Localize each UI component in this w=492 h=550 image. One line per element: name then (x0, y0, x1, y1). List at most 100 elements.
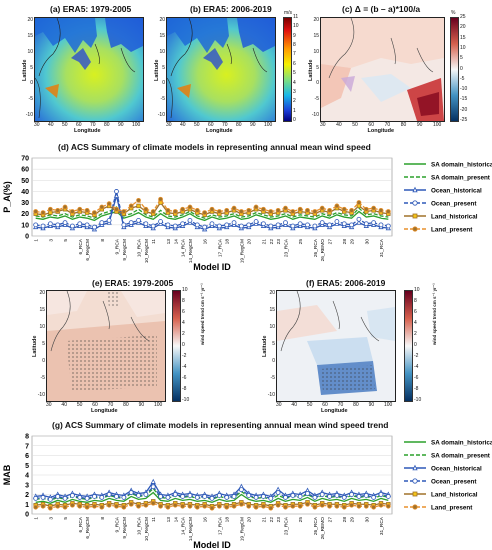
change-colorbar-unit: % (451, 10, 456, 16)
y-tick-label: 10 (21, 222, 29, 229)
x-tick-label: 25 (298, 517, 304, 523)
y-axis-label: MAB (2, 464, 12, 485)
point-la_pres (363, 206, 369, 212)
trend-f-colorbar-tick: -4 (414, 364, 419, 370)
change-colorbar-tick: 10 (460, 44, 466, 51)
point-oc_hist (356, 219, 362, 225)
point-la_pres (341, 206, 347, 212)
point-la_pres (150, 209, 156, 214)
point-oc_pres (378, 492, 384, 497)
map-b-y-tick: -10 (157, 112, 165, 118)
map-c-x-tick: 30 (320, 122, 326, 128)
point-oc_pres (246, 222, 252, 228)
map-b-xlabel: Longitude (206, 128, 233, 134)
point-oc_pres (290, 223, 296, 229)
point-oc_pres (341, 221, 347, 227)
trend-f-colorbar-tick: -2 (414, 353, 419, 359)
legend-marker (412, 504, 418, 510)
point-oc_pres (371, 220, 377, 226)
y-tick-label: 60 (21, 167, 29, 174)
point-la_pres (180, 503, 186, 509)
map-c-x-tick: 50 (352, 122, 358, 128)
point-la_pres (283, 205, 288, 211)
map-c-xlabel: Longitude (367, 128, 395, 134)
map-a-y-tick: 0 (30, 80, 33, 87)
point-oc_pres (136, 218, 141, 223)
map-b-ylabel: Latitude (154, 59, 160, 81)
point-oc_pres (283, 495, 288, 500)
point-oc_pres (121, 495, 127, 500)
point-oc_pres (194, 222, 200, 228)
point-la_pres (99, 504, 105, 510)
map-b-y-tick: 20 (159, 17, 165, 23)
legend-marker (412, 491, 418, 497)
point-la_pres (209, 505, 215, 511)
x-tick-label: 1 (34, 239, 40, 242)
map-c-y-tick: 15 (313, 32, 319, 39)
x-tick-label: 14 (173, 517, 179, 523)
point-la_pres (290, 209, 296, 214)
x-tick-label: 3 (48, 517, 54, 520)
map-e-x-tick: 40 (61, 402, 67, 408)
point-oc_pres (312, 223, 318, 229)
change-colorbar-tick: 15 (460, 34, 466, 41)
map-a-x-tick: 40 (48, 122, 54, 128)
map-f-x-tick: 60 (322, 402, 328, 408)
map-e-image (47, 291, 165, 401)
speed-colorbar-tick: 4 (293, 79, 296, 86)
point-la_pres (114, 503, 119, 509)
speed-colorbar-tick: 5 (293, 70, 296, 77)
point-la_pres (349, 502, 354, 508)
point-oc_pres (209, 221, 215, 227)
map-c-y-tick: 0 (316, 80, 319, 87)
point-oc_pres (172, 492, 178, 497)
point-la_pres (224, 504, 230, 510)
point-oc_pres (114, 494, 119, 499)
point-la_pres (261, 206, 266, 212)
map-f-x-tick: 30 (276, 402, 282, 408)
series-line-sa_pres (35, 206, 389, 219)
point-oc_pres (180, 494, 186, 499)
x-tick-label: 18 (225, 517, 231, 523)
point-la_pres (55, 503, 61, 509)
point-la_pres (356, 503, 362, 509)
map-a-x-tick: 30 (34, 122, 40, 128)
map-e-x-tick: 80 (123, 402, 129, 408)
map-c-y-tick: 20 (313, 17, 319, 23)
point-oc_pres (327, 494, 332, 499)
x-tick-label: 31_RCA (379, 516, 385, 535)
point-oc_pres (290, 493, 296, 498)
x-tick-label: 14_RCA (181, 238, 187, 257)
x-tick-label: 8 (100, 239, 106, 242)
point-la_pres (180, 206, 186, 212)
map-c-x-tick: 100 (433, 122, 442, 128)
x-tick-label: 23_RCA (283, 516, 289, 535)
legend-marker (412, 200, 418, 206)
point-la_pres (297, 503, 303, 509)
point-oc_pres (172, 223, 178, 229)
map-a-x-tick: 80 (104, 122, 110, 128)
x-tick-label: 28 (342, 239, 348, 245)
legend-marker (412, 226, 418, 232)
trend-e-colorbar-tick: 10 (182, 287, 188, 293)
map-b-y-tick: -5 (160, 96, 165, 103)
point-oc_pres (283, 220, 288, 226)
point-la_pres (312, 209, 318, 214)
point-oc_pres (385, 494, 391, 499)
point-la_pres (319, 502, 325, 508)
point-la_pres (40, 210, 46, 215)
point-la_pres (305, 207, 310, 213)
map-b-x-tick: 50 (194, 122, 200, 128)
point-oc_pres (106, 492, 112, 497)
trend-e-colorbar-tick: 4 (182, 320, 185, 326)
point-oc_pres (40, 223, 46, 229)
point-oc_pres (136, 493, 141, 498)
point-oc_pres (385, 223, 391, 229)
trend-f-colorbar-tick: 0 (414, 342, 417, 348)
point-la_pres (319, 205, 325, 211)
trend-f-colorbar-tick: 8 (414, 298, 417, 304)
point-la_pres (231, 205, 237, 211)
x-tick-label: 10_RCA (137, 238, 143, 257)
change-colorbar-tick: 25 (460, 14, 466, 20)
map-a-x-tick: 70 (90, 122, 96, 128)
